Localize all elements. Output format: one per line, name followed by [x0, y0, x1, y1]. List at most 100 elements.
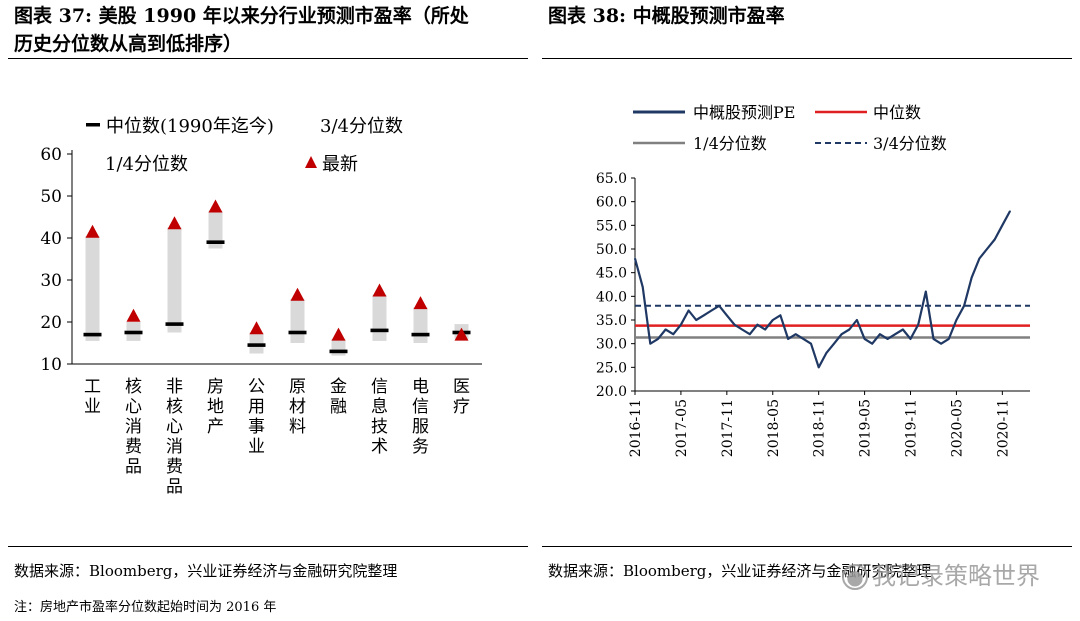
pe-point	[894, 333, 897, 336]
pe-point	[733, 323, 736, 326]
pe-point	[963, 305, 965, 307]
left-axes: 60 50 40 30 20 10	[40, 145, 482, 375]
left-note: 注：房地产市盈率分位数起始时间为 2016 年	[14, 600, 277, 615]
median-mark	[83, 332, 102, 337]
left-legend: 中位数(1990年迄今) 3/4分位数 1/4分位数 最新	[86, 116, 403, 175]
range-bar	[290, 298, 305, 343]
range-bar	[372, 294, 387, 341]
left-y-tick-label: 50	[40, 187, 62, 207]
pe-point	[741, 328, 743, 331]
pe-point	[1001, 224, 1004, 227]
category-label-char: 技	[371, 417, 388, 437]
right-chart-title: 图表 38: 中概股预测市盈率	[548, 5, 785, 27]
category-label-char: 房	[207, 377, 224, 397]
pe-point	[695, 319, 698, 321]
left-bar-chart: 中位数(1990年迄今) 3/4分位数 1/4分位数 最新 60 50 40 30 20…	[40, 116, 482, 497]
right-footer-rule	[542, 546, 1072, 547]
pe-point	[710, 309, 713, 312]
category-label-char: 心	[166, 417, 183, 437]
median-mark	[329, 349, 348, 354]
category-label-char: 产	[207, 417, 224, 437]
category-label-char: 电	[412, 377, 429, 397]
latest-triangle	[413, 296, 428, 310]
right-source: 数据来源：Bloomberg，兴业证券经济与金融研究院整理	[548, 562, 932, 580]
left-y-tick-label: 20	[40, 313, 62, 333]
median-mark	[206, 240, 225, 244]
pe-point	[802, 338, 805, 340]
category-label-char: 非	[166, 377, 183, 397]
pe-point	[748, 333, 751, 336]
wechat-icon: ●	[842, 564, 868, 590]
category-label-char: 业	[84, 397, 101, 417]
pe-point	[787, 338, 789, 340]
latest-triangle	[249, 321, 264, 335]
category-label-char: 信	[412, 397, 429, 417]
pe-point	[840, 333, 843, 336]
pe-point	[718, 305, 720, 307]
latest-triangle	[454, 327, 469, 341]
right-x-tick-label: 2017-05	[674, 399, 690, 457]
pe-point	[649, 342, 652, 345]
pe-point	[634, 257, 636, 260]
pe-point	[856, 319, 858, 321]
pe-point	[833, 342, 835, 345]
pe-point	[925, 290, 927, 293]
right-x-tick-label: 2019-05	[858, 399, 874, 457]
right-y-tick-label: 25.0	[596, 360, 627, 376]
pe-point	[794, 333, 797, 336]
pe-point	[932, 338, 935, 340]
right-y-tick-label: 65.0	[596, 171, 627, 187]
right-y-tick-label: 35.0	[596, 313, 627, 329]
category-label-char: 品	[166, 477, 183, 497]
left-y-tick-label: 60	[40, 145, 62, 165]
latest-triangle	[167, 216, 182, 230]
median-mark	[247, 343, 266, 347]
legend-latest-triangle-icon	[305, 156, 317, 168]
right-axes: 65.0 60.0 55.0 50.0 45.0 40.0 35.0 30.0 25.0 20.0…	[596, 171, 1030, 457]
range-bar	[208, 210, 223, 249]
left-y-tick-label: 40	[40, 229, 62, 249]
pe-point	[810, 342, 812, 345]
category-label-char: 用	[248, 397, 265, 417]
right-x-tick-label: 2016-11	[628, 399, 644, 457]
category-label-char: 事	[248, 417, 265, 437]
right-x-tick-label: 2020-11	[995, 399, 1011, 457]
watermark: ● 我记录策略世界	[842, 556, 1040, 591]
pe-point	[779, 314, 782, 317]
pe-point	[771, 319, 774, 321]
left-source: 数据来源：Bloomberg，兴业证券经济与金融研究院整理	[14, 562, 398, 580]
legend-q3-label: 3/4分位数	[320, 116, 403, 137]
category-label-char: 息	[371, 397, 388, 417]
latest-triangle	[126, 308, 141, 322]
pe-point	[848, 328, 851, 331]
category-label-char: 公	[248, 377, 265, 397]
median-mark	[165, 322, 184, 326]
pe-point	[902, 328, 904, 331]
right-legend: 中概股预测PE 中位数 1/4分位数 3/4分位数	[633, 103, 947, 153]
category-label-char: 品	[125, 457, 142, 477]
pe-series-line	[633, 210, 1011, 369]
pe-point	[680, 323, 682, 326]
latest-triangle	[372, 283, 387, 297]
category-label-char: 消	[166, 437, 183, 457]
pe-point	[687, 309, 690, 312]
pe-point	[1009, 210, 1011, 212]
median-mark	[370, 328, 389, 333]
category-label-char: 核	[125, 377, 142, 397]
pe-point	[993, 238, 996, 241]
right-marks	[633, 210, 1030, 369]
legend-q3-line-label: 3/4分位数	[873, 134, 947, 153]
legend-q1-line-label: 1/4分位数	[693, 134, 767, 153]
right-y-tick-label: 20.0	[596, 384, 627, 400]
pe-point	[986, 248, 988, 250]
right-y-tick-label: 40.0	[596, 289, 627, 305]
left-chart-title-line2: 历史分位数从高到低排序）	[14, 33, 243, 55]
range-bar	[413, 307, 428, 343]
pe-point	[940, 342, 942, 345]
category-label-char: 核	[166, 397, 183, 417]
category-label-char: 疗	[453, 397, 470, 417]
category-label-char: 消	[125, 417, 142, 437]
category-label-char: 业	[248, 437, 265, 457]
pe-point	[664, 328, 667, 331]
category-label-char: 融	[330, 397, 347, 417]
